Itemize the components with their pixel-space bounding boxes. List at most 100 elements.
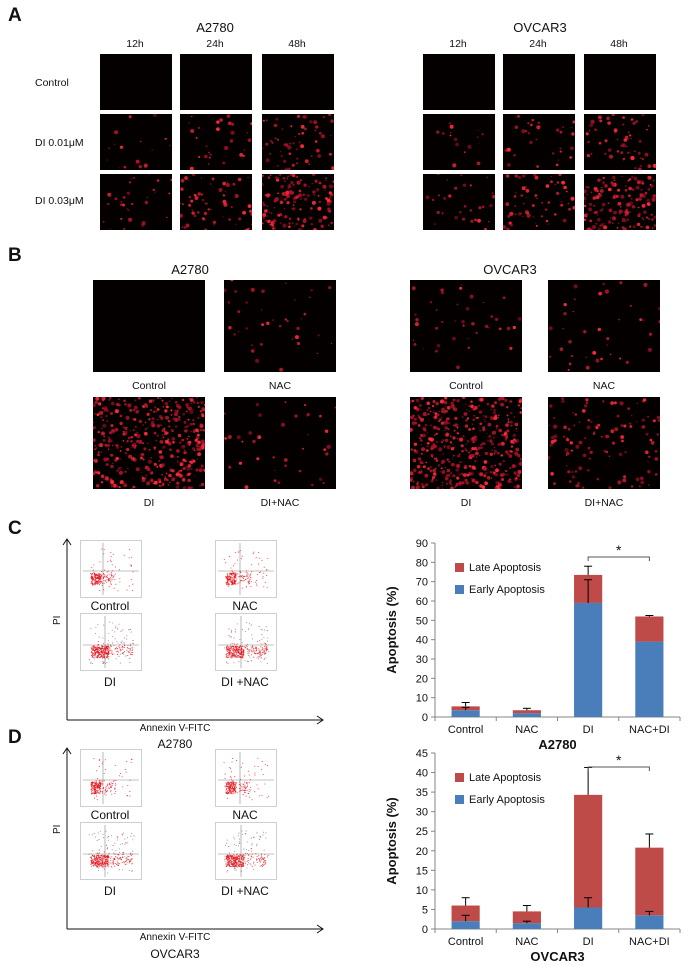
cell-dot <box>159 397 162 400</box>
cell-dot <box>245 228 248 230</box>
event-dot <box>261 634 263 636</box>
event-dot <box>262 648 264 650</box>
cell-dot <box>218 188 223 192</box>
cell-dot <box>559 192 561 194</box>
cell-dot <box>246 132 249 134</box>
cell-dot <box>566 438 570 442</box>
event-dot <box>228 788 230 790</box>
cell-dot <box>495 424 499 428</box>
event-dot <box>113 865 115 867</box>
cell-dot <box>283 159 287 163</box>
cell-dot <box>279 222 282 225</box>
event-dot <box>96 856 98 859</box>
event-dot <box>96 647 98 650</box>
event-dot <box>106 864 109 866</box>
cell-dot <box>628 194 631 198</box>
cell-dot <box>462 435 465 438</box>
cell-dot <box>201 407 205 412</box>
cell-dot <box>294 225 296 227</box>
cell-dot <box>300 144 304 149</box>
cell-dot <box>177 456 179 458</box>
cell-dot <box>187 472 191 476</box>
cell-dot <box>441 417 443 419</box>
bar-early-apoptosis <box>574 602 603 717</box>
cell-dot <box>450 483 453 486</box>
cell-dot <box>435 309 438 311</box>
cell-dot <box>95 471 97 474</box>
event-dot <box>102 761 104 763</box>
cell-dot <box>182 486 187 489</box>
event-dot <box>97 857 99 859</box>
cell-dot <box>435 440 438 443</box>
cell-dot <box>649 334 652 337</box>
event-dot <box>103 653 105 655</box>
event-dot <box>260 643 262 645</box>
cell-dot <box>275 117 279 121</box>
event-dot <box>103 865 105 867</box>
cell-dot <box>292 142 295 145</box>
cell-dot <box>216 127 220 131</box>
event-dot <box>125 655 127 657</box>
cell-dot <box>493 401 498 405</box>
event-dot <box>232 565 235 567</box>
cell-dot <box>582 486 584 489</box>
event-dot <box>112 783 114 785</box>
event-dot <box>229 860 231 862</box>
event-dot <box>238 855 240 857</box>
cell-dot <box>477 129 479 131</box>
event-dot <box>242 794 244 796</box>
event-dot <box>233 647 235 650</box>
event-dot <box>233 656 235 658</box>
cell-dot <box>190 199 194 203</box>
cell-dot <box>265 219 268 223</box>
event-dot <box>250 848 252 850</box>
cell-dot <box>473 447 477 451</box>
event-dot <box>236 583 238 585</box>
event-dot <box>238 648 240 650</box>
cell-dot <box>648 455 651 458</box>
cell-dot <box>265 158 270 163</box>
event-dot <box>118 848 120 850</box>
event-dot <box>105 785 107 787</box>
event-dot <box>235 786 237 788</box>
event-dot <box>237 855 239 857</box>
cell-dot <box>653 419 656 423</box>
cell-dot <box>566 465 568 467</box>
event-dot <box>230 636 233 638</box>
cell-dot <box>169 481 171 483</box>
cell-dot <box>288 222 291 225</box>
event-dot <box>129 853 131 855</box>
event-dot <box>113 575 115 578</box>
cell-dot <box>183 226 187 229</box>
event-dot <box>233 787 236 790</box>
event-dot <box>110 646 112 648</box>
event-dot <box>229 572 231 574</box>
event-dot <box>116 864 118 866</box>
event-dot <box>239 656 241 658</box>
event-dot <box>91 781 93 783</box>
event-dot <box>90 782 92 785</box>
cell-dot <box>608 154 614 159</box>
cell-dot <box>603 225 608 230</box>
cell-dot <box>279 200 284 205</box>
event-dot <box>234 850 236 853</box>
event-dot <box>107 835 109 838</box>
event-dot <box>227 646 229 648</box>
event-dot <box>225 654 227 656</box>
event-dot <box>131 649 133 652</box>
cell-dot <box>505 423 509 427</box>
cell-dot <box>122 426 125 429</box>
cell-dot <box>484 415 488 419</box>
cell-dot <box>442 439 445 442</box>
cell-dot <box>526 213 531 218</box>
event-dot <box>226 869 229 871</box>
cell-dot <box>597 217 601 222</box>
cell-dot <box>120 466 123 468</box>
cell-dot <box>573 284 578 289</box>
event-dot <box>111 856 113 858</box>
cell-dot <box>432 400 436 403</box>
cell-dot <box>448 194 452 198</box>
event-dot <box>232 790 234 792</box>
cell-dot <box>571 355 574 358</box>
cell-dot <box>103 435 106 438</box>
